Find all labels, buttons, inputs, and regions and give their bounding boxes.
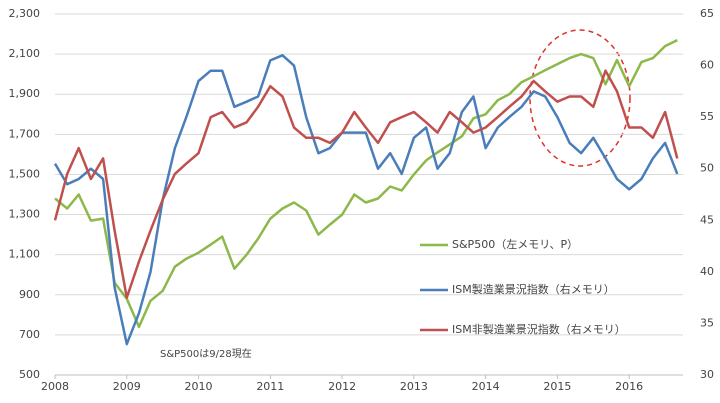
y-tick-label: 1,900	[9, 87, 41, 100]
legend-label: ISM製造業景況指数（右メモリ）	[452, 282, 615, 296]
x-tick-label: 2009	[113, 380, 141, 393]
y2-tick-label: 50	[700, 162, 714, 175]
annotation: S&P500は9/28現在	[160, 348, 252, 360]
y-tick-label: 900	[19, 288, 40, 301]
x-tick-label: 2012	[328, 380, 356, 393]
y-tick-label: 500	[19, 368, 40, 381]
legend-label: ISM非製造業景況指数（右メモリ）	[452, 322, 626, 336]
y-tick-label: 1,500	[9, 167, 41, 180]
series-line	[53, 54, 679, 346]
series-line	[54, 38, 678, 329]
legend-label: S&P500（左メモリ、P）	[452, 238, 578, 251]
series-line	[53, 69, 679, 299]
y2-tick-label: 45	[700, 213, 714, 226]
y2-tick-label: 60	[700, 59, 714, 72]
y2-tick-label: 55	[700, 110, 714, 123]
y2-tick-label: 65	[700, 7, 714, 20]
x-tick-label: 2008	[41, 380, 69, 393]
y-tick-label: 700	[19, 328, 40, 341]
x-tick-label: 2011	[256, 380, 284, 393]
y-tick-label: 2,300	[9, 7, 41, 20]
y2-tick-label: 30	[700, 368, 714, 381]
y2-tick-label: 35	[700, 316, 714, 329]
highlight-ellipse	[529, 29, 631, 167]
x-tick-label: 2013	[400, 380, 428, 393]
y-tick-label: 1,300	[9, 208, 41, 221]
y-tick-label: 2,100	[9, 47, 41, 60]
y2-tick-label: 40	[700, 265, 714, 278]
x-tick-label: 2015	[543, 380, 571, 393]
x-tick-label: 2010	[185, 380, 213, 393]
x-tick-label: 2016	[615, 380, 643, 393]
x-tick-label: 2014	[472, 380, 500, 393]
y-tick-label: 1,100	[9, 248, 41, 261]
y-tick-label: 1,700	[9, 127, 41, 140]
